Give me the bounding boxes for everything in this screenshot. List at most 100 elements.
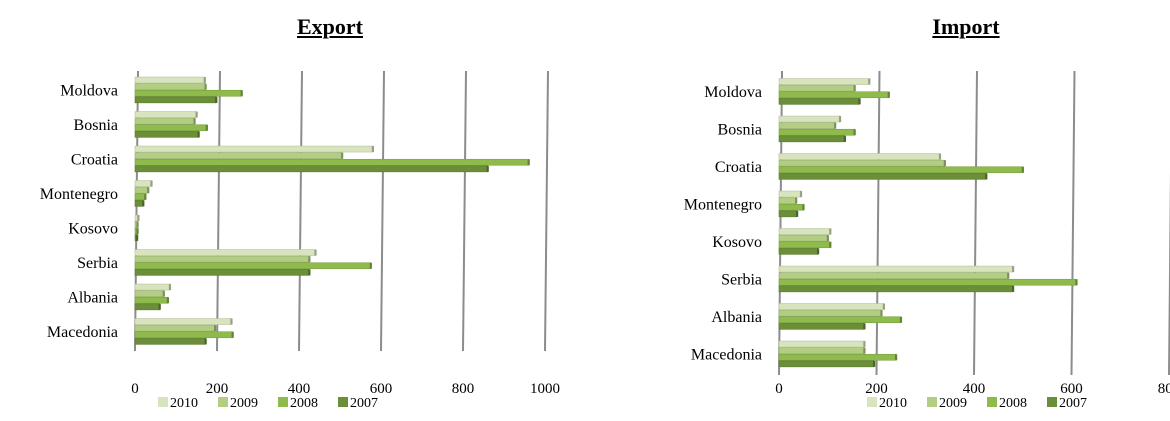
category-label: Croatia [71, 151, 118, 168]
bar-end-shade [834, 122, 837, 129]
legend-label: 2009 [230, 396, 258, 411]
bar [134, 318, 232, 325]
bar-end-shade [1012, 266, 1015, 273]
bar-end-shade [527, 159, 530, 166]
bar [134, 124, 208, 132]
bar [778, 91, 889, 99]
category-label: Serbia [721, 271, 762, 288]
bar [134, 165, 488, 173]
legend-label: 2010 [170, 396, 198, 411]
x-tick-label: 600 [370, 381, 393, 397]
bar-end-shade [796, 210, 799, 217]
legend-swatch [218, 397, 228, 407]
bar [134, 186, 149, 194]
bar-end-shade [1007, 272, 1010, 279]
bar-end-shade [826, 235, 829, 242]
bar-end-shade [858, 98, 861, 105]
bar [134, 324, 216, 332]
gridline [216, 70, 221, 352]
bar [134, 200, 144, 207]
bar [134, 296, 169, 304]
bar [778, 248, 819, 255]
bar [778, 323, 865, 330]
bar [778, 128, 855, 136]
bar [778, 159, 946, 167]
x-tick-label: 200 [206, 381, 229, 397]
bar-end-shade [168, 284, 172, 291]
bar-end-shade [853, 85, 856, 92]
legend-swatch [278, 397, 288, 407]
x-tick-label: 600 [1060, 381, 1083, 397]
export-chart: 0 200 400 600 800 1000 Moldova Bosnia Croatia Mon… [40, 70, 560, 411]
bar-end-shade [136, 228, 139, 235]
gridline [380, 70, 385, 352]
bar-end-shade [195, 111, 198, 118]
bar-end-shade [205, 124, 208, 131]
bar-end-shade [817, 248, 820, 255]
gridline [544, 70, 549, 352]
bar-end-shade [158, 303, 161, 310]
bar-end-shade [136, 221, 139, 228]
bar-end-shade [150, 180, 153, 187]
legend-label: 2007 [350, 396, 378, 411]
x-tick-label: 1000 [530, 381, 560, 397]
bar [134, 83, 206, 90]
bar [778, 272, 1009, 279]
bar-end-shade [799, 191, 803, 198]
bar [134, 117, 195, 125]
bar-end-shade [231, 331, 234, 338]
bar [778, 234, 829, 242]
bar [134, 76, 205, 84]
bar [778, 347, 865, 354]
export-chart-title: Export [297, 14, 363, 39]
bar [134, 96, 217, 104]
category-label: Moldova [704, 84, 762, 101]
bar-end-shade [215, 96, 218, 103]
bar [778, 122, 836, 129]
bar-end-shade [308, 269, 311, 276]
gridline [875, 70, 881, 376]
bar-end-shade [1021, 166, 1024, 173]
bar [134, 290, 165, 297]
bar-end-shade [1075, 279, 1078, 286]
bar-end-shade [341, 152, 344, 159]
category-label: Montenegro [40, 186, 118, 203]
bar [778, 241, 831, 249]
bar-end-shade [193, 118, 196, 125]
category-label: Albania [711, 309, 762, 326]
bar-end-shade [985, 173, 988, 180]
import-panel: Import 0 200 400 600 800 Moldova Bosnia Croatia… [585, 0, 1170, 416]
bar-end-shade [802, 204, 805, 211]
x-tick-label: 800 [1158, 381, 1170, 397]
bar [134, 180, 152, 187]
category-label: Macedonia [47, 324, 118, 341]
gridline [298, 70, 303, 352]
legend-label: 2007 [1059, 396, 1087, 411]
legend-swatch [987, 397, 997, 407]
gridline [973, 70, 978, 376]
legend-label: 2009 [939, 396, 967, 411]
legend-swatch [338, 397, 348, 407]
bar-end-shade [204, 83, 207, 90]
bar-end-shade [147, 187, 150, 194]
bar-end-shade [880, 310, 883, 317]
bar-end-shade [895, 354, 898, 361]
bar-end-shade [142, 200, 145, 207]
import-chart: 0 200 400 600 800 Moldova Bosnia Croatia Montene… [684, 70, 1170, 411]
bar [134, 131, 199, 138]
export-panel: Export 0 200 400 600 800 1000 Moldova Bosnia Cro… [0, 0, 585, 416]
bar [778, 285, 1014, 293]
bar-end-shade [843, 135, 847, 142]
bar [134, 269, 310, 276]
bar-end-shade [369, 262, 372, 269]
bar-end-shade [308, 256, 311, 263]
bar [778, 84, 855, 92]
legend-swatch [1047, 397, 1057, 407]
bar [778, 228, 831, 235]
bar [134, 152, 343, 159]
bar-end-shade [863, 347, 866, 354]
bar-end-shade [873, 360, 876, 367]
gridline [1070, 70, 1076, 376]
bar-end-shade [197, 131, 200, 138]
legend-swatch [867, 397, 877, 407]
